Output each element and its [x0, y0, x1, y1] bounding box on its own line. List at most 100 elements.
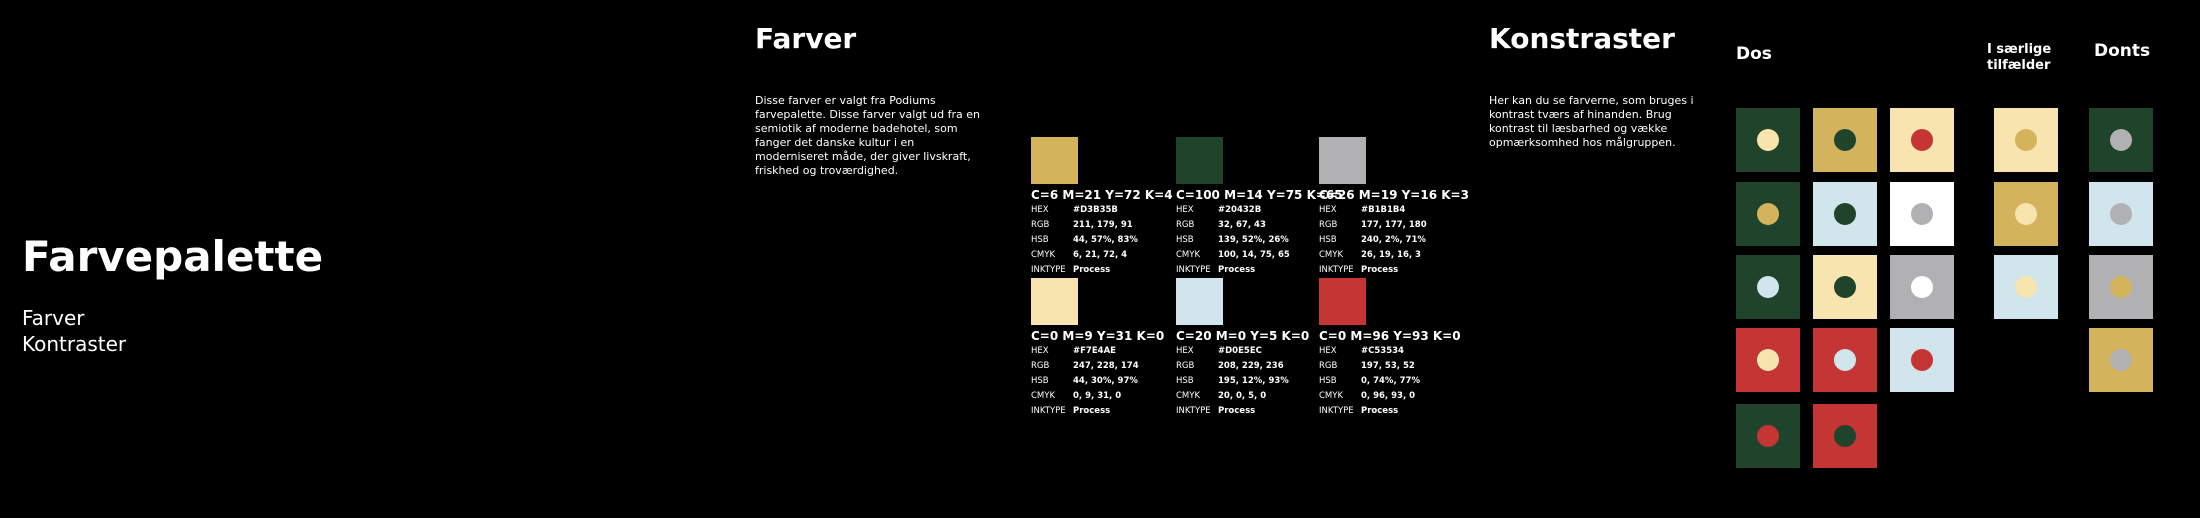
contrast-dot	[2015, 276, 2037, 298]
field-value: 240, 2%, 71%	[1361, 235, 1426, 245]
field-value: 20, 0, 5, 0	[1218, 391, 1267, 401]
field-label: INKTYPE	[1031, 406, 1066, 416]
contrast-tile	[1994, 182, 2058, 246]
cmyk-label: C=6 M=21 Y=72 K=4	[1031, 188, 1173, 202]
field-value: 0, 9, 31, 0	[1073, 391, 1122, 401]
contrast-tile	[2089, 182, 2153, 246]
field-label: HSB	[1176, 376, 1194, 386]
field-value: 44, 57%, 83%	[1073, 235, 1138, 245]
contrast-tile	[1890, 182, 1954, 246]
field-label: HEX	[1031, 346, 1049, 356]
cmyk-label: C=100 M=14 Y=75 K=65	[1176, 188, 1343, 202]
field-label: CMYK	[1176, 250, 1201, 260]
field-value: 139, 52%, 26%	[1218, 235, 1289, 245]
swatch	[1176, 278, 1223, 325]
field-label: HSB	[1031, 376, 1049, 386]
field-value: 211, 179, 91	[1073, 220, 1133, 230]
field-label: CMYK	[1031, 250, 1056, 260]
contrast-tile	[1736, 182, 1800, 246]
field-label: INKTYPE	[1176, 265, 1211, 275]
section-heading: Farver	[755, 22, 857, 55]
contrast-tile	[1736, 255, 1800, 319]
cmyk-label: C=0 M=96 Y=93 K=0	[1319, 329, 1461, 343]
field-label: INKTYPE	[1176, 406, 1211, 416]
swatch	[1319, 278, 1366, 325]
field-label: INKTYPE	[1031, 265, 1066, 275]
contrast-dot	[2110, 349, 2132, 371]
field-value: Process	[1218, 406, 1256, 416]
cover-link[interactable]: Kontraster	[22, 332, 127, 356]
cmyk-label: C=20 M=0 Y=5 K=0	[1176, 329, 1310, 343]
field-value: 6, 21, 72, 4	[1073, 250, 1128, 260]
contrast-dot	[2110, 203, 2132, 225]
contrast-tile	[1813, 108, 1877, 172]
contrast-dot	[1834, 349, 1856, 371]
field-value: Process	[1073, 406, 1111, 416]
field-label: HEX	[1319, 205, 1337, 215]
cmyk-label: C=26 M=19 Y=16 K=3	[1319, 188, 1469, 202]
contrast-dot	[1834, 276, 1856, 298]
field-value: #B1B1B4	[1361, 205, 1406, 215]
contrast-dot	[2015, 203, 2037, 225]
field-label: HSB	[1319, 235, 1337, 245]
contrast-tile	[1813, 404, 1877, 468]
contrast-tile	[1890, 255, 1954, 319]
cmyk-label: C=0 M=9 Y=31 K=0	[1031, 329, 1165, 343]
contrast-dot	[1757, 129, 1779, 151]
cover-title: Farvepalette	[22, 232, 324, 281]
field-label: HEX	[1031, 205, 1049, 215]
contrast-tile	[1736, 328, 1800, 392]
contrast-tile	[1813, 328, 1877, 392]
field-label: RGB	[1319, 220, 1338, 230]
column-heading: Dos	[1736, 44, 1772, 64]
contrast-tile	[1813, 255, 1877, 319]
contrast-tile	[1994, 255, 2058, 319]
field-value: 197, 53, 52	[1361, 361, 1415, 371]
field-value: #F7E4AE	[1073, 346, 1116, 356]
field-value: Process	[1073, 265, 1111, 275]
field-label: RGB	[1176, 220, 1195, 230]
cover-link[interactable]: Farver	[22, 306, 85, 330]
field-label: HEX	[1176, 346, 1194, 356]
swatch	[1031, 278, 1078, 325]
contrast-dot	[1757, 425, 1779, 447]
field-value: 0, 74%, 77%	[1361, 376, 1420, 386]
field-label: HEX	[1319, 346, 1337, 356]
field-value: #D3B35B	[1073, 205, 1118, 215]
field-label: RGB	[1176, 361, 1195, 371]
contrast-dot	[2110, 276, 2132, 298]
field-value: 208, 229, 236	[1218, 361, 1284, 371]
field-value: 247, 228, 174	[1073, 361, 1139, 371]
field-value: 44, 30%, 97%	[1073, 376, 1138, 386]
field-value: 26, 19, 16, 3	[1361, 250, 1421, 260]
field-value: Process	[1361, 406, 1399, 416]
column-heading: I særlige tilfælder	[1987, 42, 2052, 73]
field-value: Process	[1218, 265, 1256, 275]
contrast-dot	[1834, 203, 1856, 225]
contrast-tile	[2089, 328, 2153, 392]
swatch	[1031, 137, 1078, 184]
field-value: 100, 14, 75, 65	[1218, 250, 1290, 260]
field-value: 195, 12%, 93%	[1218, 376, 1289, 386]
contrast-dot	[1834, 425, 1856, 447]
contrast-dot	[1757, 276, 1779, 298]
swatch	[1319, 137, 1366, 184]
contrast-tile	[1890, 108, 1954, 172]
intro: Disse farver er valgt fra Podiums farvep…	[755, 94, 980, 177]
field-label: HSB	[1319, 376, 1337, 386]
field-label: CMYK	[1319, 391, 1344, 401]
field-label: RGB	[1319, 361, 1338, 371]
field-label: INKTYPE	[1319, 406, 1354, 416]
field-label: CMYK	[1176, 391, 1201, 401]
field-label: CMYK	[1031, 391, 1056, 401]
contrast-dot	[1911, 276, 1933, 298]
field-value: Process	[1361, 265, 1399, 275]
field-label: RGB	[1031, 361, 1050, 371]
field-label: HSB	[1031, 235, 1049, 245]
contrast-dot	[1911, 349, 1933, 371]
contrast-dot	[1757, 203, 1779, 225]
field-value: 32, 67, 43	[1218, 220, 1266, 230]
field-label: RGB	[1031, 220, 1050, 230]
contrast-dot	[1834, 129, 1856, 151]
field-label: HEX	[1176, 205, 1194, 215]
